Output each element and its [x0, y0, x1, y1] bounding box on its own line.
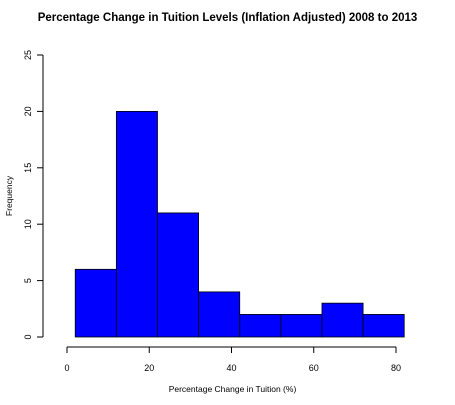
chart-title: Percentage Change in Tuition Levels (Inf…: [37, 12, 418, 24]
x-tick-label: 40: [226, 363, 236, 373]
y-tick-label: 25: [23, 50, 33, 60]
x-tick-label: 20: [144, 363, 154, 373]
histogram-bar-1: [74, 268, 117, 338]
x-axis-title: Percentage Change in Tuition (%): [169, 384, 297, 394]
y-tick-label: 15: [23, 163, 33, 173]
y-tick-label: 5: [23, 278, 33, 283]
y-axis-title: Frequency: [4, 175, 14, 216]
bars-layer: [74, 111, 405, 338]
x-axis: 0 20 40 60 80: [64, 346, 401, 373]
histogram-bar-8: [362, 314, 405, 338]
histogram-bar-5: [239, 314, 282, 338]
x-tick-label: 80: [391, 363, 401, 373]
histogram-bar-3: [157, 212, 200, 338]
x-tick-label: 60: [309, 363, 319, 373]
x-tick-label: 0: [64, 363, 69, 373]
y-axis: 0 5 10 15 20 25: [23, 50, 44, 340]
y-tick-label: 10: [23, 219, 33, 229]
y-tick-label: 20: [23, 106, 33, 116]
y-tick-label: 0: [23, 334, 33, 339]
histogram-bar-2: [115, 111, 158, 338]
histogram-bar-6: [280, 314, 323, 338]
histogram-bar-7: [321, 302, 364, 338]
histogram-bar-4: [198, 291, 241, 338]
